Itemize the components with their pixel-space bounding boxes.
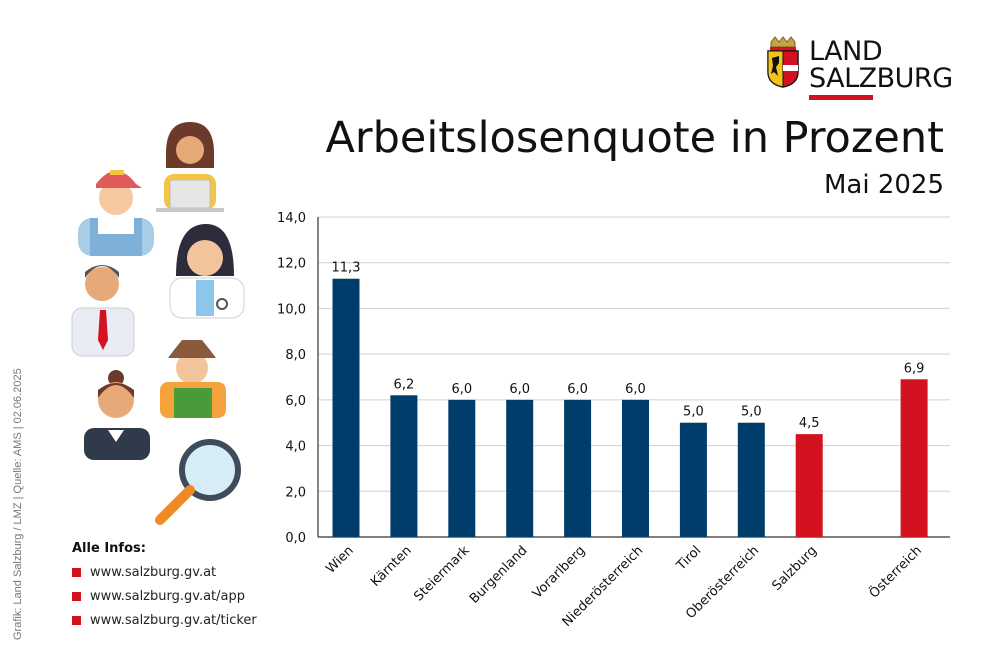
x-tick-label: Steiermark (411, 543, 473, 605)
doctor-icon (169, 224, 245, 319)
info-link[interactable]: www.salzburg.gv.at/app (72, 589, 257, 604)
businesswoman-icon (84, 370, 150, 460)
y-tick-label: 12,0 (277, 257, 306, 272)
y-tick-label: 4,0 (285, 440, 306, 455)
bar (900, 379, 928, 537)
logo-text-line2: SALZBURG (809, 63, 953, 94)
people-illustrations (71, 122, 245, 525)
value-label: 6,0 (509, 382, 530, 397)
bar (564, 399, 592, 537)
bar (506, 399, 534, 537)
value-label: 11,3 (332, 261, 361, 276)
y-tick-label: 0,0 (285, 531, 306, 546)
land-salzburg-logo: LAND SALZBURG (766, 36, 956, 106)
info-heading: Alle Infos: (72, 541, 146, 556)
x-tick-label: Wien (323, 543, 357, 577)
y-tick-label: 2,0 (285, 485, 306, 500)
info-link-text[interactable]: www.salzburg.gv.at/ticker (90, 613, 257, 628)
logo-text-line1: LAND (809, 36, 883, 67)
logo-underline (809, 95, 873, 100)
info-link[interactable]: www.salzburg.gv.at (72, 565, 257, 580)
value-label: 6,0 (451, 382, 472, 397)
x-tick-label: Salzburg (769, 543, 820, 594)
y-tick-label: 10,0 (277, 302, 306, 317)
info-link[interactable]: www.salzburg.gv.at/ticker (72, 613, 257, 628)
bar (390, 395, 418, 537)
x-tick-label: Kärnten (368, 543, 415, 590)
y-tick-label: 8,0 (285, 348, 306, 363)
value-label: 5,0 (741, 405, 762, 420)
bullet-square-icon (72, 616, 81, 625)
bar (622, 399, 649, 537)
value-label: 6,9 (904, 361, 925, 376)
chart-subtitle: Mai 2025 (823, 170, 944, 200)
chart-title: Arbeitslosenquote in Prozent (325, 113, 944, 163)
bullet-square-icon (72, 568, 81, 577)
y-tick-label: 14,0 (277, 211, 306, 226)
x-tick-label: Tirol (673, 543, 704, 574)
businessman-icon (71, 265, 135, 357)
bullet-square-icon (72, 592, 81, 601)
bar (332, 278, 360, 537)
y-tick-label: 6,0 (285, 394, 306, 409)
woman-laptop-icon (156, 122, 224, 212)
value-label: 6,0 (567, 382, 588, 397)
info-link-text[interactable]: www.salzburg.gv.at/app (90, 589, 245, 604)
x-tick-label: Österreich (865, 542, 925, 602)
bar (795, 434, 823, 537)
info-link-text[interactable]: www.salzburg.gv.at (90, 565, 217, 580)
bar (737, 422, 765, 537)
magnifier-icon (155, 439, 241, 525)
value-label: 5,0 (683, 405, 704, 420)
value-label: 6,2 (394, 377, 415, 392)
worker-cap-icon (78, 170, 154, 256)
farmer-hat-icon (160, 340, 226, 418)
x-tick-label: Burgenland (467, 543, 531, 607)
value-label: 4,5 (799, 416, 820, 431)
coat-of-arms-icon (767, 36, 799, 88)
bar (679, 422, 707, 537)
bar (448, 399, 476, 537)
value-label: 6,0 (625, 382, 646, 397)
x-tick-label: Vorarlberg (530, 543, 589, 602)
info-section: Alle Infos: www.salzburg.gv.at www.salzb… (72, 541, 257, 637)
